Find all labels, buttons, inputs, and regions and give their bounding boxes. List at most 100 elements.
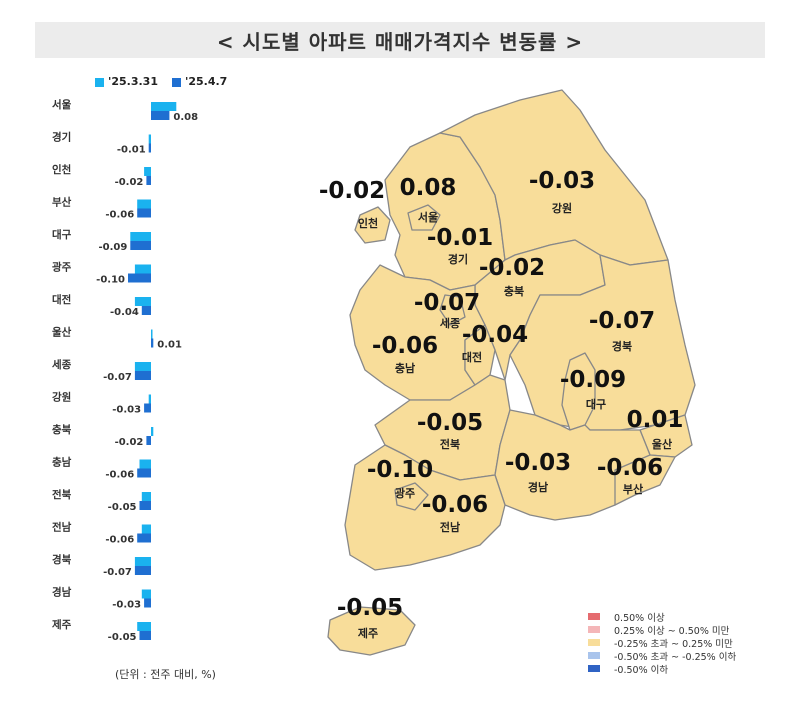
bar-prev bbox=[137, 199, 151, 209]
map-region-label: 전남 bbox=[440, 520, 460, 534]
bar-curr bbox=[146, 436, 151, 445]
map-legend-swatch-1 bbox=[588, 613, 600, 620]
value-label: -0.03 bbox=[112, 600, 141, 611]
map-region-label: 대전 bbox=[462, 350, 482, 364]
bar-curr bbox=[144, 598, 151, 608]
map-region-label: 경북 bbox=[612, 339, 632, 353]
category-label: 경북 bbox=[52, 553, 72, 566]
bar-curr bbox=[146, 176, 151, 185]
legend-swatch-1 bbox=[95, 77, 104, 87]
korea-map: -0.02인천0.08서울-0.01경기-0.03강원-0.02충북-0.07세… bbox=[319, 89, 696, 656]
value-label: -0.01 bbox=[117, 145, 146, 156]
map-value-label: -0.01 bbox=[427, 225, 493, 251]
bar-curr bbox=[144, 403, 151, 413]
region-shape-gwangju bbox=[394, 482, 429, 511]
value-label: -0.09 bbox=[98, 242, 127, 253]
bar-curr bbox=[128, 273, 151, 283]
map-legend-swatch-4 bbox=[588, 652, 600, 659]
region-shape-busan bbox=[614, 454, 676, 506]
map-value-label: -0.03 bbox=[529, 168, 595, 194]
legend-label-1: '25.3.31 bbox=[108, 75, 158, 88]
bar-prev bbox=[134, 362, 151, 371]
category-label: 경기 bbox=[52, 131, 71, 144]
region-shape-sejong bbox=[439, 294, 466, 326]
bar-chart: 서울 0.08 경기 -0.01 인천 -0.02 부산 -0.06 대구 -0.09 광주 -0.1… bbox=[52, 98, 198, 643]
map-region-label: 광주 bbox=[395, 487, 415, 500]
map-region-label: 강원 bbox=[552, 201, 572, 215]
bar-curr bbox=[137, 533, 151, 543]
map-value-label: -0.05 bbox=[417, 410, 483, 436]
map-region-label: 전북 bbox=[440, 437, 460, 451]
category-label: 대전 bbox=[52, 293, 71, 306]
value-label: -0.06 bbox=[105, 210, 134, 221]
map-legend: 0.50% 이상 0.25% 이상 ~ 0.50% 미만 -0.25% 초과 ~… bbox=[588, 610, 736, 676]
map-value-label: -0.07 bbox=[414, 290, 480, 316]
value-label: 0.01 bbox=[157, 340, 182, 351]
bar-prev bbox=[134, 297, 151, 306]
bar-curr bbox=[141, 306, 151, 315]
map-value-label: 0.08 bbox=[400, 175, 457, 201]
chart-title: < 시도별 아파트 매매가격지수 변동률 > bbox=[216, 29, 584, 54]
bar-curr bbox=[134, 371, 151, 380]
value-label: -0.07 bbox=[103, 372, 132, 383]
map-value-label: -0.02 bbox=[479, 255, 545, 281]
map-value-label: -0.07 bbox=[589, 308, 655, 334]
bar-prev bbox=[137, 622, 151, 631]
map-region-label: 대구 bbox=[586, 397, 606, 411]
bar-prev bbox=[130, 232, 151, 241]
map-region-label: 충남 bbox=[395, 361, 415, 375]
category-label: 서울 bbox=[52, 98, 72, 111]
category-label: 대구 bbox=[52, 228, 72, 241]
value-label: -0.02 bbox=[115, 177, 144, 188]
value-label: -0.04 bbox=[110, 307, 139, 318]
region-shape-gyeongnam bbox=[494, 409, 651, 521]
map-region-label: 경기 bbox=[448, 252, 468, 266]
map-region-label: 인천 bbox=[358, 216, 378, 230]
legend-label-2: '25.4.7 bbox=[185, 75, 228, 88]
value-label: -0.02 bbox=[115, 437, 144, 448]
value-label: -0.06 bbox=[105, 470, 134, 481]
map-legend-row-3: -0.25% 초과 ~ 0.25% 미만 bbox=[588, 636, 736, 650]
category-label: 울산 bbox=[52, 326, 72, 339]
map-legend-swatch-3 bbox=[588, 639, 600, 646]
value-label: 0.08 bbox=[173, 112, 198, 123]
bar-curr bbox=[151, 338, 154, 348]
bar-prev bbox=[141, 589, 151, 599]
category-label: 전남 bbox=[52, 521, 72, 534]
map-region-label: 서울 bbox=[418, 210, 438, 224]
bar-prev bbox=[134, 264, 151, 274]
category-label: 충남 bbox=[52, 456, 72, 469]
category-label: 충북 bbox=[52, 423, 72, 436]
bar-prev bbox=[144, 167, 151, 176]
legend-swatch-2 bbox=[172, 77, 181, 87]
category-label: 강원 bbox=[52, 391, 71, 404]
category-label: 인천 bbox=[52, 163, 71, 176]
bar-curr bbox=[134, 566, 151, 575]
map-region-label: 부산 bbox=[623, 482, 643, 496]
category-label: 세종 bbox=[52, 358, 72, 371]
map-legend-label-1: 0.50% 이상 bbox=[614, 612, 665, 624]
value-label: -0.06 bbox=[105, 535, 134, 546]
map-region-label: 충북 bbox=[504, 284, 524, 298]
category-label: 광주 bbox=[52, 262, 72, 274]
bar-prev bbox=[141, 492, 151, 501]
map-legend-row-4: -0.50% 초과 ~ -0.25% 이하 bbox=[588, 649, 736, 663]
map-value-label: -0.06 bbox=[597, 455, 663, 481]
value-label: -0.07 bbox=[103, 567, 132, 578]
map-region-label: 울산 bbox=[652, 437, 672, 451]
map-value-label: -0.06 bbox=[372, 333, 438, 359]
map-value-label: -0.05 bbox=[337, 595, 403, 621]
series-legend: '25.3.31 '25.4.7 bbox=[95, 75, 227, 88]
map-region-label: 세종 bbox=[440, 316, 460, 330]
bar-prev bbox=[141, 524, 151, 534]
map-value-label: -0.06 bbox=[422, 492, 488, 518]
bar-prev bbox=[151, 102, 177, 111]
map-value-label: -0.09 bbox=[560, 367, 626, 393]
bar-curr bbox=[151, 111, 170, 120]
bar-prev bbox=[148, 134, 151, 144]
bar-curr bbox=[137, 468, 151, 478]
region-shape-jeju bbox=[327, 606, 416, 656]
bar-curr bbox=[130, 241, 151, 250]
region-shape-incheon bbox=[354, 206, 391, 244]
bar-curr bbox=[148, 143, 151, 153]
